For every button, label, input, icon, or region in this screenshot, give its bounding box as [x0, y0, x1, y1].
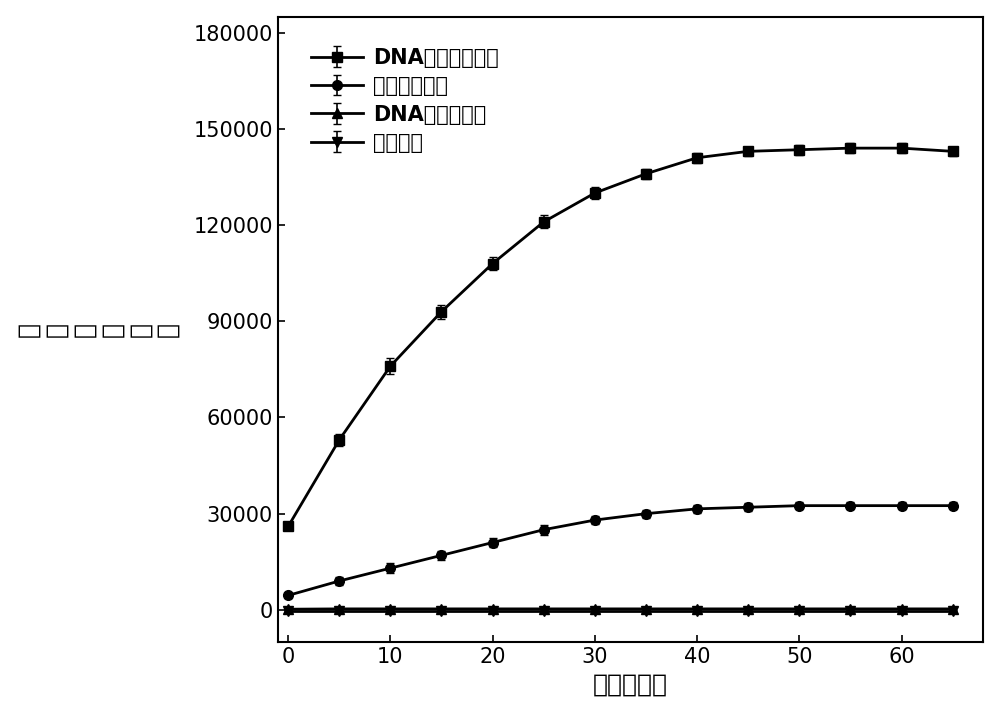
Y-axis label: 化
学
发
光
强
度: 化 学 发 光 强 度 — [17, 322, 180, 337]
Legend: DNA酶解后上清液, 未处理对照组, DNA酶解后磁珠, 空白对照: DNA酶解后上清液, 未处理对照组, DNA酶解后磁珠, 空白对照 — [302, 40, 507, 161]
X-axis label: 时间（分）: 时间（分） — [593, 672, 668, 697]
